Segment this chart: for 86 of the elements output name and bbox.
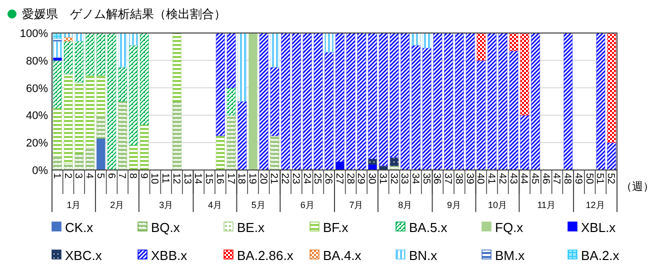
legend-label: BA.4.x xyxy=(323,248,362,263)
x-tick-label: 11 xyxy=(160,173,171,184)
x-tick-label: 49 xyxy=(572,173,584,185)
x-tick-label: 42 xyxy=(496,173,508,185)
x-tick-label: 7 xyxy=(116,173,128,179)
text: 6月 xyxy=(300,200,314,210)
x-tick-label: 21 xyxy=(268,173,280,185)
y-tick-label: 100% xyxy=(20,28,48,40)
x-tick-label: 28 xyxy=(344,173,356,185)
x-tick-label: 20 xyxy=(257,173,268,185)
legend-label: XBL.x xyxy=(581,220,616,235)
text: 9月 xyxy=(447,200,462,210)
x-tick-label: 24 xyxy=(300,173,312,185)
x-tick-label: 47 xyxy=(550,173,562,185)
chart-title: 愛媛県 ゲノム解析結果（検出割合） xyxy=(22,7,226,21)
y-tick-label: 60% xyxy=(26,82,48,95)
legend-label: XBB.x xyxy=(151,248,188,263)
x-tick-label: 5 xyxy=(94,173,106,179)
y-tick-label: 20% xyxy=(26,138,48,150)
x-tick-label: 33 xyxy=(398,173,410,185)
x-tick-label: 13 xyxy=(181,173,192,185)
legend-label: BQ.x xyxy=(151,220,180,235)
legend-label: CK.x xyxy=(65,220,94,235)
text: 11月 xyxy=(537,200,556,210)
text: 7月 xyxy=(349,200,364,210)
text: 3月 xyxy=(159,200,174,210)
y-tick-label: 40% xyxy=(26,110,48,122)
legend-label: BE.x xyxy=(237,220,265,235)
x-tick-label: 41 xyxy=(486,173,497,185)
x-tick-label: 52 xyxy=(605,173,616,185)
x-tick-label: 2 xyxy=(62,173,73,179)
legend-label: FQ.x xyxy=(495,220,524,235)
legend-label: BA.5.x xyxy=(409,220,448,235)
x-tick-label: 39 xyxy=(464,173,475,185)
x-tick-label: 14 xyxy=(192,173,204,185)
x-tick-label: 29 xyxy=(355,173,366,185)
x-tick-label: 32 xyxy=(388,173,399,185)
legend-label: BA.2.86.x xyxy=(237,248,294,263)
x-tick-label: 1 xyxy=(50,173,62,179)
x-tick-label: 17 xyxy=(224,173,236,185)
text: 8月 xyxy=(398,200,412,210)
x-tick-label: 43 xyxy=(507,173,518,185)
x-tick-label: 38 xyxy=(452,173,464,185)
x-tick-label: 18 xyxy=(236,173,247,185)
x-tick-label: 15 xyxy=(203,173,214,185)
x-tick-label: 48 xyxy=(562,173,573,185)
x-tick-label: 12 xyxy=(170,173,182,185)
text: 2月 xyxy=(110,200,124,210)
y-tick-label: 80% xyxy=(26,55,48,68)
x-tick-label: 36 xyxy=(431,173,442,185)
x-tick-label: 3 xyxy=(72,173,84,179)
legend-label: BN.x xyxy=(409,248,438,263)
x-tick-label: 35 xyxy=(420,173,432,185)
x-tick-label: 8 xyxy=(126,173,138,179)
legend-label: BM.x xyxy=(495,248,526,263)
legend-label: XBC.x xyxy=(65,248,102,263)
x-tick-label: 19 xyxy=(246,173,258,185)
x-tick-label: 31 xyxy=(376,173,388,185)
x-tick-label: 46 xyxy=(540,173,551,185)
x-tick-label: 40 xyxy=(474,173,486,185)
legend-label: BF.x xyxy=(323,220,349,235)
x-tick-label: 16 xyxy=(214,173,225,185)
x-tick-label: 30 xyxy=(366,173,378,185)
x-tick-label: 25 xyxy=(312,173,323,185)
text: 12月 xyxy=(586,200,605,210)
y-tick-label: 0% xyxy=(32,165,48,177)
x-axis-title: （週） xyxy=(621,181,650,193)
x-tick-label: 50 xyxy=(583,173,594,185)
x-tick-label: 34 xyxy=(409,173,420,185)
x-tick-label: 23 xyxy=(290,173,301,185)
x-tick-label: 51 xyxy=(594,173,606,185)
x-tick-label: 27 xyxy=(333,173,344,185)
legend-label: BA.2.x xyxy=(581,248,620,263)
text: 4月 xyxy=(208,200,222,210)
x-tick-label: 4 xyxy=(84,173,95,179)
x-tick-label: 45 xyxy=(529,173,540,185)
text: 5月 xyxy=(251,200,266,210)
x-tick-label: 6 xyxy=(105,173,116,179)
text: 10月 xyxy=(488,200,507,210)
x-tick-label: 37 xyxy=(442,173,454,185)
x-tick-label: 26 xyxy=(322,173,334,185)
x-tick-label: 10 xyxy=(148,173,160,185)
x-tick-label: 44 xyxy=(518,173,530,185)
x-tick-label: 9 xyxy=(138,173,149,179)
text: 1月 xyxy=(66,200,81,210)
x-tick-label: 22 xyxy=(279,173,290,185)
